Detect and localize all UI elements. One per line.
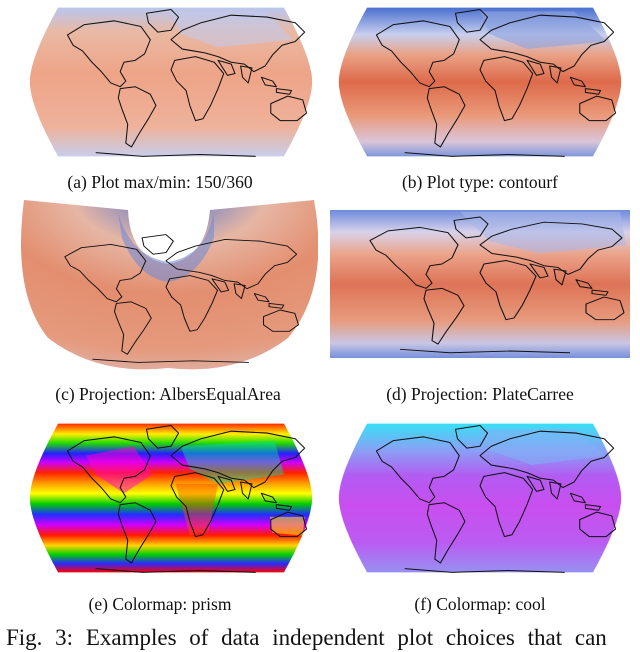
caption-e: (e) Colormap: prism [88,594,232,614]
robinson-map-a [29,7,313,157]
figure-caption: Fig. 3: Examples of data independent plo… [6,625,607,650]
albers-map-c [21,200,318,370]
map-panel-d [330,210,630,358]
map-panel-c [21,200,318,370]
map-panel-b [338,7,622,157]
map-panel-f [338,423,622,573]
robinson-map-f [338,423,622,573]
map-panel-a [29,7,313,157]
robinson-map-e [29,423,313,573]
caption-f: (f) Colormap: cool [414,594,546,614]
caption-d: (d) Projection: PlateCarree [386,384,574,404]
caption-c: (c) Projection: AlbersEqualArea [55,384,281,404]
caption-a: (a) Plot max/min: 150/360 [67,172,253,192]
robinson-map-b [338,7,622,157]
caption-b: (b) Plot type: contourf [401,172,558,192]
map-panel-e [29,423,313,573]
platecarree-map-d [330,210,630,358]
